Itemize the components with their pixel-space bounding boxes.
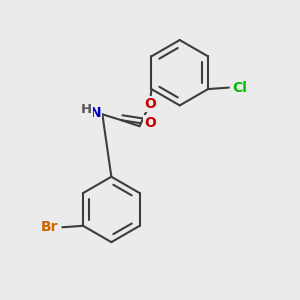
Text: Cl: Cl bbox=[232, 81, 247, 94]
Text: O: O bbox=[144, 116, 156, 130]
Text: Br: Br bbox=[41, 220, 59, 234]
Text: N: N bbox=[89, 106, 101, 120]
Text: H: H bbox=[81, 103, 92, 116]
Text: O: O bbox=[144, 97, 156, 111]
